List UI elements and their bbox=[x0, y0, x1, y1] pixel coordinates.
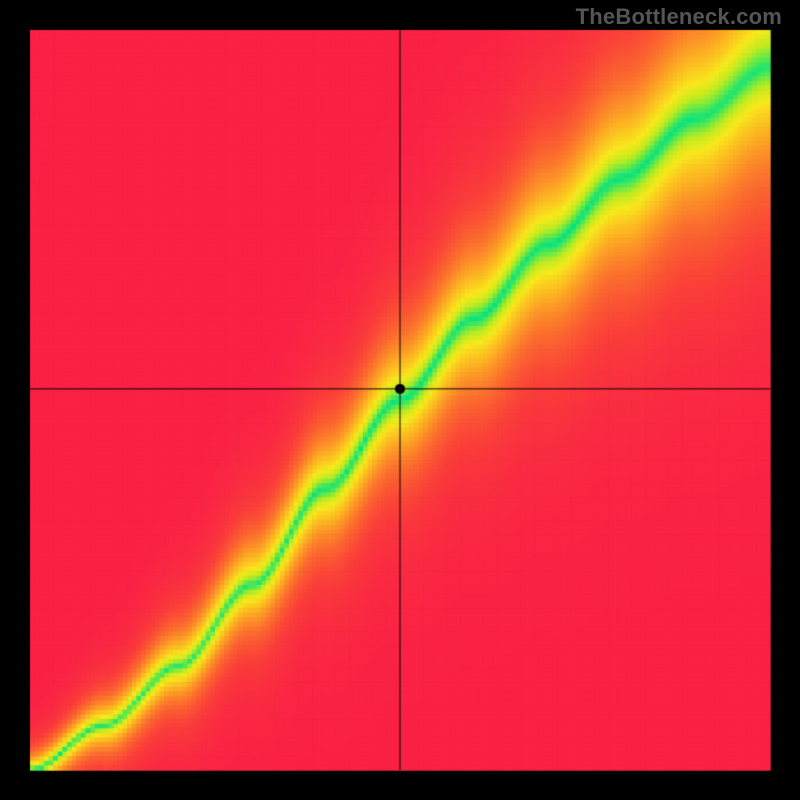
chart-container: TheBottleneck.com bbox=[0, 0, 800, 800]
heatmap-canvas bbox=[0, 0, 800, 800]
watermark-text: TheBottleneck.com bbox=[576, 4, 782, 30]
